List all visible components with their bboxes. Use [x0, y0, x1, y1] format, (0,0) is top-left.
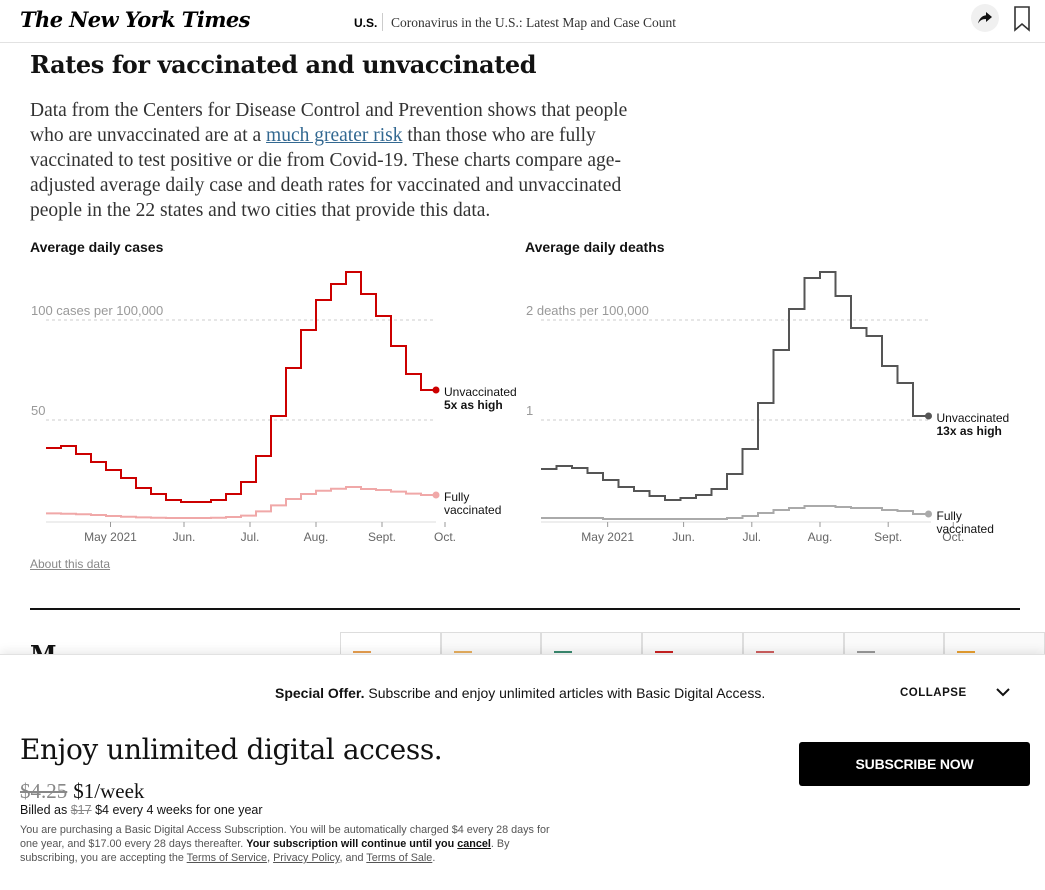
gridline-label: 2 deaths per 100,000 — [526, 303, 649, 318]
unvaccinated-endpoint — [432, 386, 440, 394]
fine-text: You are purchasing a Basic Digital Acces… — [20, 824, 550, 850]
paragraph-text: than those who are fully vaccinated to t… — [30, 125, 622, 221]
bookmark-icon[interactable] — [1012, 5, 1032, 33]
billing-info: Billed as $17 $4 every 4 weeks for one y… — [20, 803, 263, 817]
collapse-button[interactable]: COLLAPSE — [900, 687, 967, 699]
x-tick-label: Sept. — [368, 530, 396, 544]
article-headline: Coronavirus in the U.S.: Latest Map and … — [391, 15, 676, 30]
paywall-title: Enjoy unlimited digital access. — [20, 733, 443, 766]
special-offer-text: Special Offer. Subscribe and enjoy unlim… — [275, 685, 765, 701]
chevron-down-icon[interactable] — [994, 683, 1012, 701]
cancel-link[interactable]: cancel — [457, 838, 491, 850]
vaccinated-label: vaccinated — [937, 522, 994, 536]
billed-old-price: $17 — [70, 803, 92, 817]
x-tick-label: Jul. — [241, 530, 260, 544]
unvaccinated-line — [541, 271, 929, 501]
vaccinated-label: Fully — [444, 490, 469, 504]
vaccinated-line — [541, 505, 929, 520]
vaccinated-endpoint — [432, 491, 440, 499]
vaccinated-label: Fully — [937, 509, 962, 523]
cases-chart: 100 cases per 100,000 50 May 2021 Jun. Jul. A… — [31, 271, 517, 544]
deaths-chart-title: Average daily deaths — [525, 239, 665, 255]
billed-prefix: Billed as — [20, 803, 71, 817]
vaccinated-endpoint — [925, 510, 932, 518]
offer-bold: Special Offer. — [275, 685, 365, 701]
paragraph-text: Data from the Centers for Disease Contro… — [30, 100, 628, 146]
x-tick-label: Oct. — [942, 530, 964, 544]
terms-of-service-link[interactable]: Terms of Service — [186, 852, 268, 864]
fine-bold: Your subscription will continue until yo… — [246, 838, 458, 850]
deaths-chart: 2 deaths per 100,000 1 May 2021 Jun. Jul. Aug… — [526, 271, 1010, 544]
fine-print: You are purchasing a Basic Digital Acces… — [20, 823, 570, 865]
fine-text: . — [432, 852, 436, 864]
gridline-label: 100 cases per 100,000 — [31, 303, 163, 318]
article-paragraph: Data from the Centers for Disease Contro… — [30, 98, 660, 223]
fine-text: , — [267, 852, 274, 864]
top-navigation-bar: The New York Times U.S. Coronavirus in t… — [0, 0, 1045, 43]
price: $4.25 $1/week — [20, 779, 144, 804]
subscribe-now-button[interactable]: SUBSCRIBE NOW — [799, 742, 1030, 786]
vaccinated-line — [46, 486, 436, 519]
offer-text: Subscribe and enjoy unlimited articles w… — [364, 685, 766, 701]
x-tick-label: Sept. — [874, 530, 902, 544]
unvaccinated-label: Unvaccinated — [444, 385, 517, 399]
about-this-data-link[interactable]: About this data — [30, 557, 111, 571]
unvaccinated-line — [46, 271, 436, 503]
gridline-label: 1 — [526, 403, 533, 418]
subscription-banner: Special Offer. Subscribe and enjoy unlim… — [0, 654, 1045, 890]
privacy-policy-link[interactable]: Privacy Policy — [273, 852, 340, 864]
x-tick-label: Jun. — [672, 530, 695, 544]
x-tick-label: May 2021 — [581, 530, 634, 544]
unvaccinated-endpoint — [925, 412, 932, 420]
x-tick-label: Jun. — [173, 530, 196, 544]
ratio-annotation: 5x as high — [444, 398, 503, 412]
gridline-label: 50 — [31, 403, 45, 418]
x-tick-label: Aug. — [808, 530, 833, 544]
header-divider — [382, 13, 383, 31]
x-tick-label: Aug. — [304, 530, 329, 544]
terms-of-sale-link[interactable]: Terms of Sale — [366, 852, 433, 864]
cases-chart-title: Average daily cases — [30, 239, 164, 255]
old-price: $4.25 — [20, 779, 68, 803]
section-label[interactable]: U.S. — [354, 16, 378, 30]
section-rule — [30, 608, 1020, 610]
share-button[interactable] — [971, 4, 999, 32]
ratio-annotation: 13x as high — [937, 424, 1002, 438]
vaccinated-label: vaccinated — [444, 503, 501, 517]
new-price: $1/week — [73, 779, 145, 803]
x-tick-label: Jul. — [742, 530, 761, 544]
billed-suffix: $4 every 4 weeks for one year — [91, 803, 263, 817]
section-heading: Rates for vaccinated and unvaccinated — [30, 50, 537, 79]
fine-text: . By subscribing, you are accepting the — [20, 838, 510, 864]
unvaccinated-label: Unvaccinated — [937, 411, 1010, 425]
much-greater-risk-link[interactable]: much greater risk — [266, 125, 403, 146]
fine-text: , and — [339, 852, 367, 864]
x-tick-label: May 2021 — [84, 530, 137, 544]
nyt-logo[interactable]: The New York Times — [20, 7, 250, 32]
x-tick-label: Oct. — [434, 530, 456, 544]
share-arrow-icon — [978, 12, 992, 24]
